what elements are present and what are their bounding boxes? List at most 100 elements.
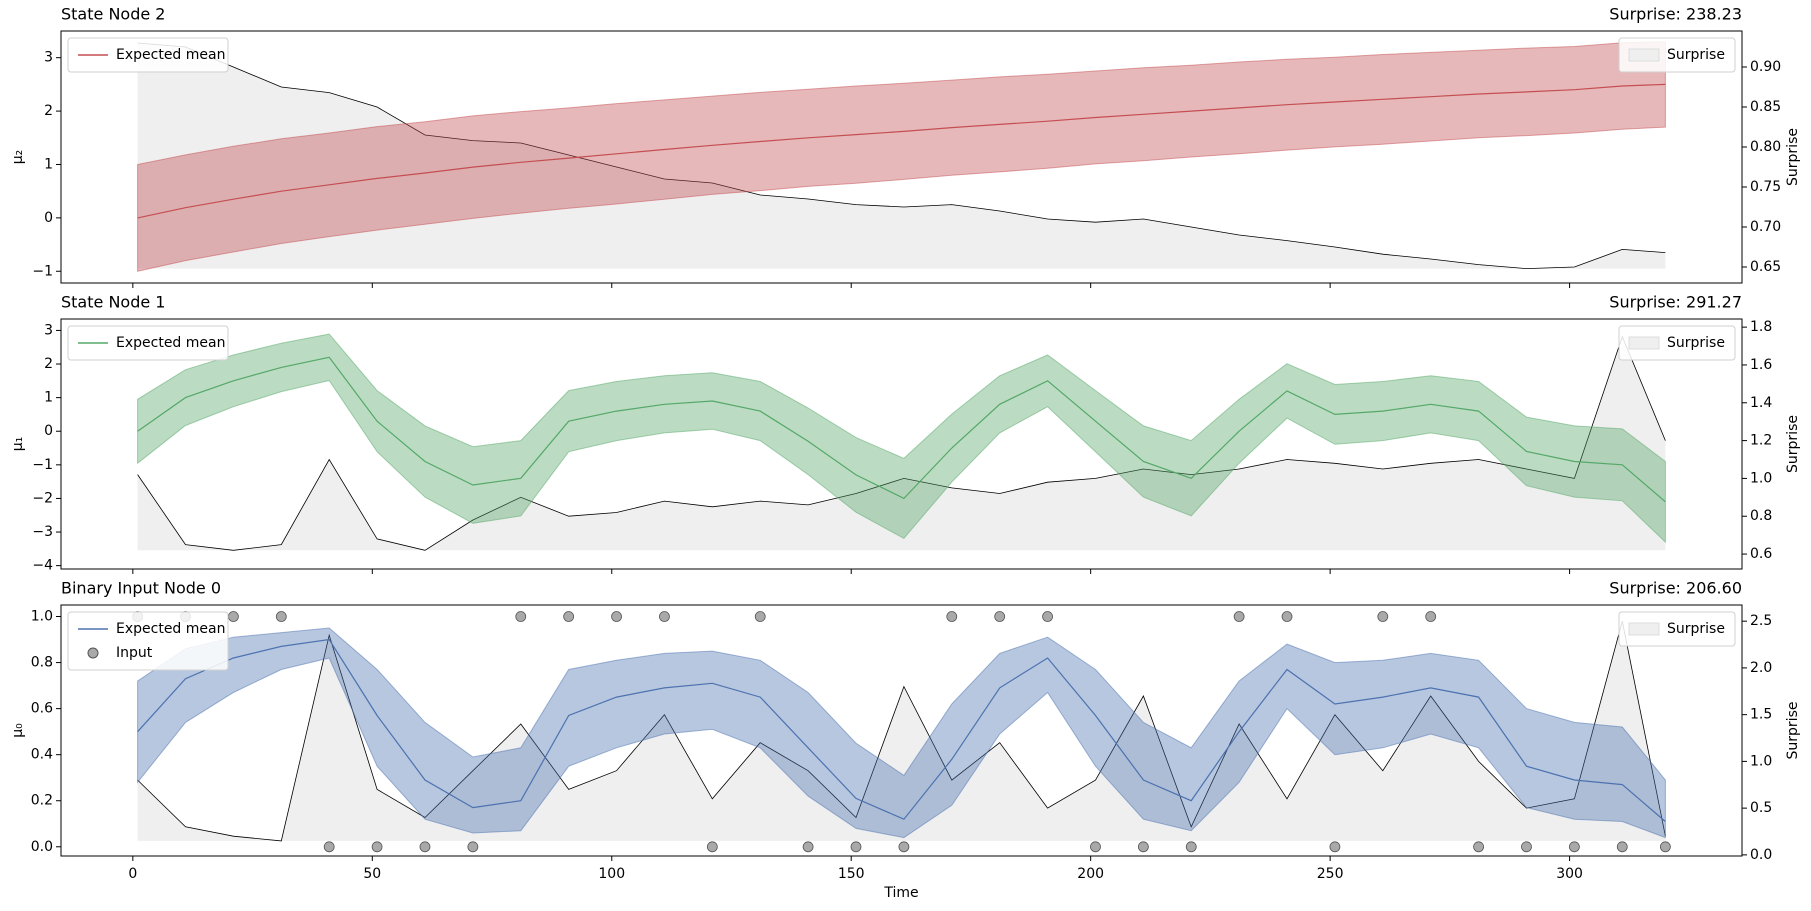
legend-label: Expected mean [116, 47, 225, 63]
x-tick-label: 300 [1556, 866, 1583, 882]
y2-tick-label: 0.80 [1750, 139, 1781, 155]
y-tick-label: −4 [32, 558, 53, 574]
y-tick-label: −1 [32, 457, 53, 473]
input-point [1090, 841, 1101, 853]
y-tick-label: 0 [44, 210, 53, 226]
legend-box [67, 611, 229, 671]
legend-right: Surprise [1618, 611, 1736, 647]
y-tick-label: −1 [32, 263, 53, 279]
y-tick-label: 0.0 [31, 839, 53, 855]
legend-label: Surprise [1667, 47, 1725, 63]
input-point [659, 611, 670, 622]
x-tick-label: 0 [128, 866, 137, 882]
input-point [1329, 841, 1341, 853]
y-tick-label: 3 [44, 322, 53, 338]
y-axis-label: μ₀ [10, 723, 26, 738]
y-tick-label: −2 [32, 490, 53, 506]
y-tick-label: −3 [32, 524, 53, 540]
y2-tick-label: 0.0 [1750, 847, 1772, 863]
uncertainty-band [137, 627, 1666, 839]
input-point [467, 841, 479, 853]
panel-surprise-total: Surprise: 291.27 [1609, 293, 1742, 312]
y2-tick-label: 1.8 [1750, 319, 1772, 335]
input-point [1042, 611, 1053, 622]
y-tick-label: 0.4 [31, 747, 53, 763]
input-point [994, 611, 1006, 622]
legend-label: Surprise [1667, 335, 1725, 351]
y2-tick-label: 0.8 [1750, 508, 1772, 524]
x-axis-label: Time [883, 885, 918, 901]
y2-tick-label: 0.75 [1750, 179, 1781, 195]
legend-label: Expected mean [116, 335, 225, 351]
y2-tick-label: 2.0 [1750, 660, 1772, 676]
y-tick-label: 2 [44, 356, 53, 372]
input-point [1281, 611, 1293, 622]
y-tick-label: 0.8 [31, 655, 53, 671]
legend-box [1618, 37, 1736, 73]
mean-line [137, 356, 1666, 503]
legend-box [1618, 325, 1736, 361]
legend-left: Expected mean [67, 37, 229, 73]
input-point [323, 841, 335, 853]
legend-label: Surprise [1667, 621, 1725, 637]
legend-label: Expected mean [116, 621, 225, 637]
legend-swatch [1628, 336, 1660, 350]
y2-tick-label: 0.5 [1750, 800, 1772, 816]
y2-tick-label: 1.5 [1750, 707, 1772, 723]
legend-swatch [87, 647, 99, 659]
input-point [1233, 611, 1245, 622]
y-tick-label: 2 [44, 103, 53, 119]
input-point [898, 841, 910, 853]
mean-line [137, 83, 1666, 219]
input-point [1185, 841, 1197, 853]
y2-axis-label: Surprise [1785, 702, 1801, 760]
x-tick-label: 150 [838, 866, 865, 882]
input-point [228, 611, 239, 622]
input-point [1521, 841, 1532, 853]
y2-tick-label: 0.6 [1750, 546, 1772, 562]
surprise-line [137, 42, 1666, 270]
y-tick-label: 0 [44, 423, 53, 439]
y-tick-label: 1 [44, 156, 53, 172]
panel: Binary Input Node 0 Surprise: 206.60 0.0 0.… [10, 579, 1801, 902]
y-tick-label: 1 [44, 390, 53, 406]
surprise-area [137, 621, 1666, 841]
legend-box [1618, 611, 1736, 647]
panel-title: Binary Input Node 0 [61, 579, 221, 598]
panel: State Node 2 Surprise: 238.23 −1 0 1 2 3 0.65 0.… [10, 5, 1801, 288]
legend-box [67, 37, 229, 73]
panel-title: State Node 1 [61, 293, 165, 312]
y-axis-label: μ₂ [10, 150, 26, 165]
input-point [1616, 841, 1628, 853]
input-point [1425, 611, 1437, 622]
legend-swatch [1628, 48, 1660, 62]
mean-line [137, 638, 1666, 822]
legend-left: Expected mean Input [67, 611, 229, 671]
y2-tick-label: 0.90 [1750, 59, 1781, 75]
legend-right: Surprise [1618, 37, 1736, 73]
input-point [611, 611, 622, 622]
input-point [1377, 611, 1389, 622]
panel-title: State Node 2 [61, 5, 165, 24]
legend-left: Expected mean [67, 325, 229, 361]
input-point [1659, 841, 1671, 853]
input-point [515, 611, 527, 622]
y2-tick-label: 0.85 [1750, 99, 1781, 115]
surprise-line [137, 621, 1666, 842]
surprise-area [137, 43, 1666, 269]
legend-swatch [1628, 622, 1660, 636]
input-point [1568, 841, 1580, 853]
input-point [419, 841, 431, 853]
axes-frame [60, 604, 1743, 857]
x-tick-label: 50 [363, 866, 381, 882]
input-point [946, 611, 958, 622]
y-tick-label: 0.2 [31, 793, 53, 809]
y2-tick-label: 0.70 [1750, 219, 1781, 235]
y2-axis-label: Surprise [1785, 128, 1801, 186]
y2-tick-label: 1.0 [1750, 753, 1772, 769]
y2-tick-label: 1.0 [1750, 470, 1772, 486]
axes-frame [60, 30, 1743, 284]
legend-box [67, 325, 229, 361]
y2-tick-label: 0.65 [1750, 259, 1781, 275]
